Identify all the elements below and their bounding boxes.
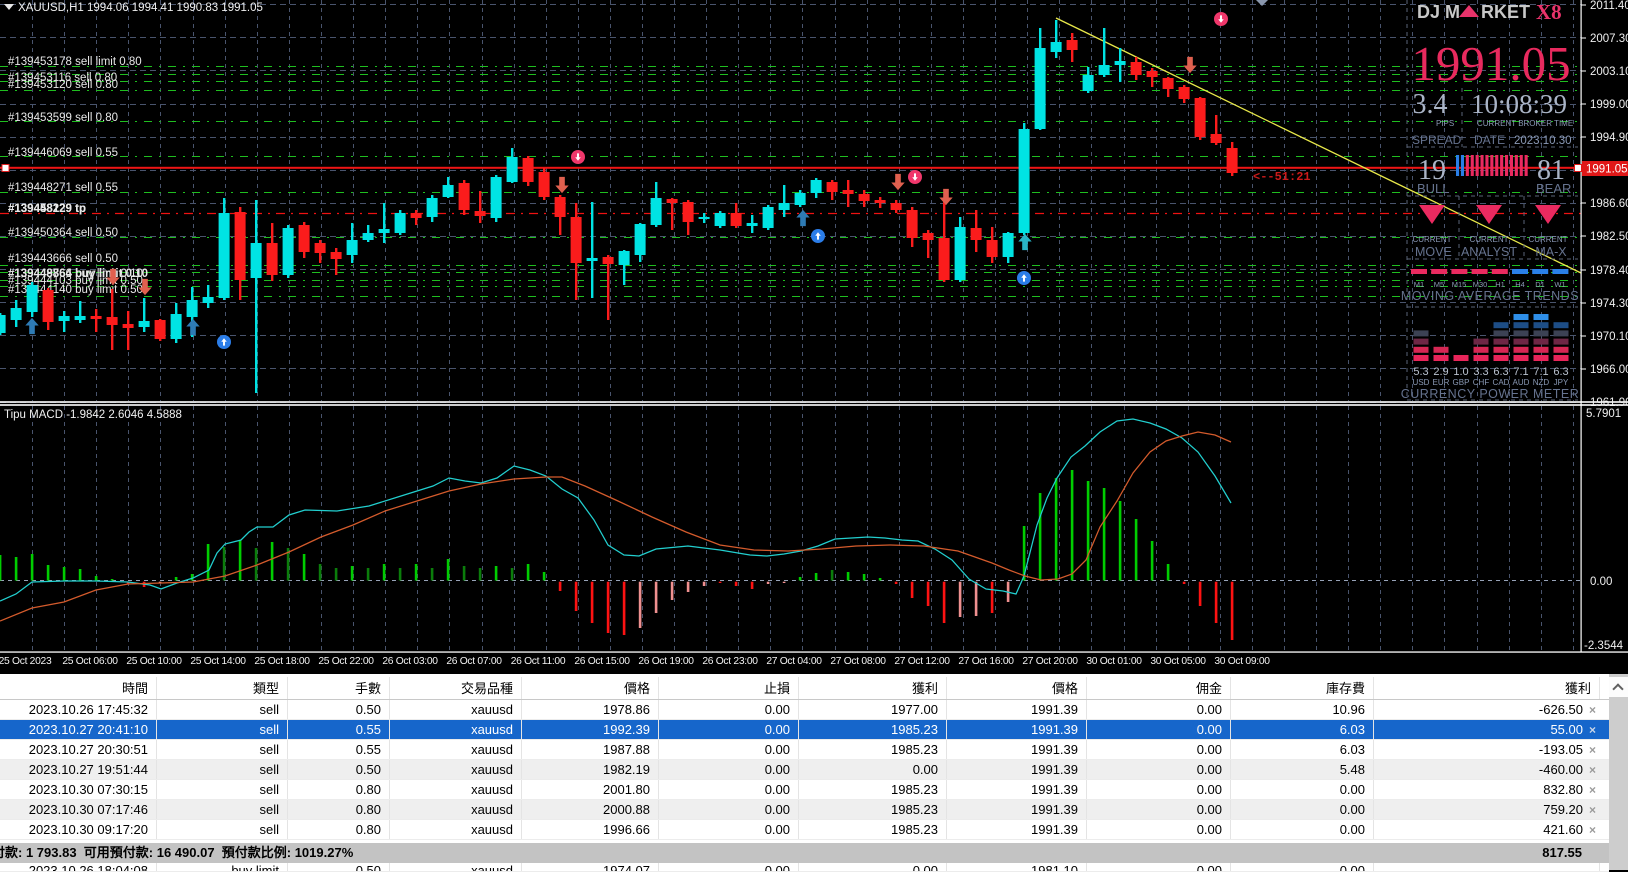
svg-text:1991.05: 1991.05 <box>1586 164 1628 176</box>
svg-text:#139448271 sell 0.55: #139448271 sell 0.55 <box>8 182 118 194</box>
svg-text:X8: X8 <box>1536 0 1562 24</box>
svg-text:1978.40: 1978.40 <box>1590 265 1628 277</box>
svg-text:RKET: RKET <box>1481 2 1530 22</box>
svg-text:6.3: 6.3 <box>1493 366 1508 378</box>
svg-text:2023.10.30: 2023.10.30 <box>1514 135 1572 147</box>
svg-text:USD: USD <box>1413 378 1430 387</box>
svg-text:GBP: GBP <box>1453 378 1470 387</box>
svg-text:1994.90: 1994.90 <box>1590 132 1628 144</box>
svg-text:#139446069 sell 0.55: #139446069 sell 0.55 <box>8 147 118 159</box>
svg-text:CURRENCY POWER METER: CURRENCY POWER METER <box>1401 387 1580 401</box>
svg-text:10:08:39: 10:08:39 <box>1471 89 1567 119</box>
svg-text:27 Oct 04:00: 27 Oct 04:00 <box>766 656 822 667</box>
svg-text:M1: M1 <box>1414 280 1424 289</box>
svg-text:26 Oct 11:00: 26 Oct 11:00 <box>511 656 566 667</box>
svg-text:1982.50: 1982.50 <box>1590 231 1628 243</box>
svg-text:81: 81 <box>1537 155 1565 186</box>
svg-text:1970.10: 1970.10 <box>1590 331 1628 343</box>
svg-text:1966.00: 1966.00 <box>1590 364 1628 376</box>
svg-text:CHF: CHF <box>1473 378 1490 387</box>
svg-text:1986.60: 1986.60 <box>1590 198 1628 210</box>
svg-text:CURRENT: CURRENT <box>1412 235 1451 244</box>
svg-text:H4: H4 <box>1515 280 1525 289</box>
svg-text:CURRENT: CURRENT <box>1528 235 1567 244</box>
svg-text:ANALYST: ANALYST <box>1461 245 1517 259</box>
svg-text:19: 19 <box>1418 155 1446 186</box>
svg-text:26 Oct 03:00: 26 Oct 03:00 <box>382 656 438 667</box>
svg-text:3.3: 3.3 <box>1473 366 1488 378</box>
svg-text:CURRENT BROKER TIME: CURRENT BROKER TIME <box>1477 119 1573 128</box>
svg-text:1.0: 1.0 <box>1453 366 1468 378</box>
svg-text:D1: D1 <box>1535 280 1545 289</box>
svg-text:AUD: AUD <box>1513 378 1530 387</box>
svg-text:2003.10: 2003.10 <box>1590 66 1628 78</box>
svg-text:NZD: NZD <box>1533 378 1550 387</box>
svg-text:1999.00: 1999.00 <box>1590 99 1628 111</box>
svg-text:2007.30: 2007.30 <box>1590 33 1628 45</box>
svg-text:SPREAD: SPREAD <box>1412 133 1462 147</box>
svg-text:#139444140 buy limit 0.50: #139444140 buy limit 0.50 <box>8 284 143 296</box>
svg-text:25 Oct 18:00: 25 Oct 18:00 <box>254 656 310 667</box>
svg-text:M30: M30 <box>1473 280 1488 289</box>
svg-text:26 Oct 19:00: 26 Oct 19:00 <box>638 656 694 667</box>
svg-text:27 Oct 20:00: 27 Oct 20:00 <box>1022 656 1078 667</box>
svg-text:#139453120 sell 0.80: #139453120 sell 0.80 <box>8 79 118 91</box>
svg-text:25 Oct 06:00: 25 Oct 06:00 <box>62 656 118 667</box>
svg-text:#139458129 tp: #139458129 tp <box>8 203 86 215</box>
svg-text:MA-X: MA-X <box>1535 245 1567 259</box>
svg-text:2.9: 2.9 <box>1433 366 1448 378</box>
svg-text:5.3: 5.3 <box>1413 366 1428 378</box>
svg-text:#139453178 sell limit 0.80: #139453178 sell limit 0.80 <box>8 56 142 68</box>
svg-text:25 Oct 22:00: 25 Oct 22:00 <box>318 656 374 667</box>
svg-text:M15: M15 <box>1452 280 1467 289</box>
svg-text:EUR: EUR <box>1433 378 1450 387</box>
svg-text:PIPS: PIPS <box>1436 119 1454 128</box>
svg-text:1991.05: 1991.05 <box>1411 36 1570 91</box>
svg-text:25 Oct 10:00: 25 Oct 10:00 <box>126 656 182 667</box>
svg-text:7.1: 7.1 <box>1513 366 1528 378</box>
svg-text:BEAR: BEAR <box>1536 181 1571 196</box>
svg-text:30 Oct 09:00: 30 Oct 09:00 <box>1214 656 1270 667</box>
svg-text:1974.30: 1974.30 <box>1590 298 1628 310</box>
svg-text:30 Oct 05:00: 30 Oct 05:00 <box>1150 656 1206 667</box>
svg-text:30 Oct 01:00: 30 Oct 01:00 <box>1086 656 1142 667</box>
svg-text:<--51:21: <--51:21 <box>1253 170 1311 184</box>
svg-text:6.3: 6.3 <box>1553 366 1568 378</box>
svg-text:7.1: 7.1 <box>1533 366 1548 378</box>
svg-text:MOVING AVERAGE TRENDS: MOVING AVERAGE TRENDS <box>1401 289 1579 303</box>
svg-text:-2.3544: -2.3544 <box>1584 640 1624 652</box>
svg-text:JPY: JPY <box>1554 378 1569 387</box>
svg-text:25 Oct 2023: 25 Oct 2023 <box>0 656 52 667</box>
svg-text:3.4: 3.4 <box>1413 89 1448 120</box>
svg-text:27 Oct 16:00: 27 Oct 16:00 <box>958 656 1014 667</box>
svg-text:CURRENT: CURRENT <box>1469 235 1508 244</box>
svg-text:W1: W1 <box>1554 280 1565 289</box>
svg-text:#139450364 sell 0.50: #139450364 sell 0.50 <box>8 227 118 239</box>
svg-text:#139443666 sell 0.50: #139443666 sell 0.50 <box>8 253 118 265</box>
svg-text:Tipu MACD -1.9842 2.6046 4.588: Tipu MACD -1.9842 2.6046 4.5888 <box>4 409 182 421</box>
svg-text:27 Oct 12:00: 27 Oct 12:00 <box>894 656 950 667</box>
svg-text:M5: M5 <box>1434 280 1444 289</box>
svg-text:0.00: 0.00 <box>1590 576 1612 588</box>
svg-text:2011.40: 2011.40 <box>1590 0 1628 12</box>
svg-text:H1: H1 <box>1495 280 1505 289</box>
svg-text:BULL: BULL <box>1417 181 1450 196</box>
svg-text:DATE: DATE <box>1474 133 1505 147</box>
svg-text:1961.90: 1961.90 <box>1590 397 1628 409</box>
svg-text:26 Oct 07:00: 26 Oct 07:00 <box>446 656 502 667</box>
svg-text:#139448229 tp: #139448229 tp <box>8 203 86 215</box>
svg-text:CAD: CAD <box>1493 378 1510 387</box>
svg-text:MOVE: MOVE <box>1415 245 1452 259</box>
svg-text:5.7901: 5.7901 <box>1586 408 1621 420</box>
svg-text:#139453116 sell 0.80: #139453116 sell 0.80 <box>8 72 117 84</box>
svg-text:#139453599 sell 0.80: #139453599 sell 0.80 <box>8 112 118 124</box>
svg-text:26 Oct 15:00: 26 Oct 15:00 <box>574 656 630 667</box>
svg-text:27 Oct 08:00: 27 Oct 08:00 <box>830 656 886 667</box>
svg-text:XAUUSD,H1 1994.06 1994.41 19: XAUUSD,H1 1994.06 1994.41 1990.83 1991.0… <box>18 2 263 14</box>
svg-text:26 Oct 23:00: 26 Oct 23:00 <box>702 656 758 667</box>
svg-text:DJ M: DJ M <box>1417 2 1460 22</box>
svg-text:25 Oct 14:00: 25 Oct 14:00 <box>190 656 246 667</box>
svg-text:#139449766 buy limit 0.10: #139449766 buy limit 0.10 <box>8 268 143 280</box>
